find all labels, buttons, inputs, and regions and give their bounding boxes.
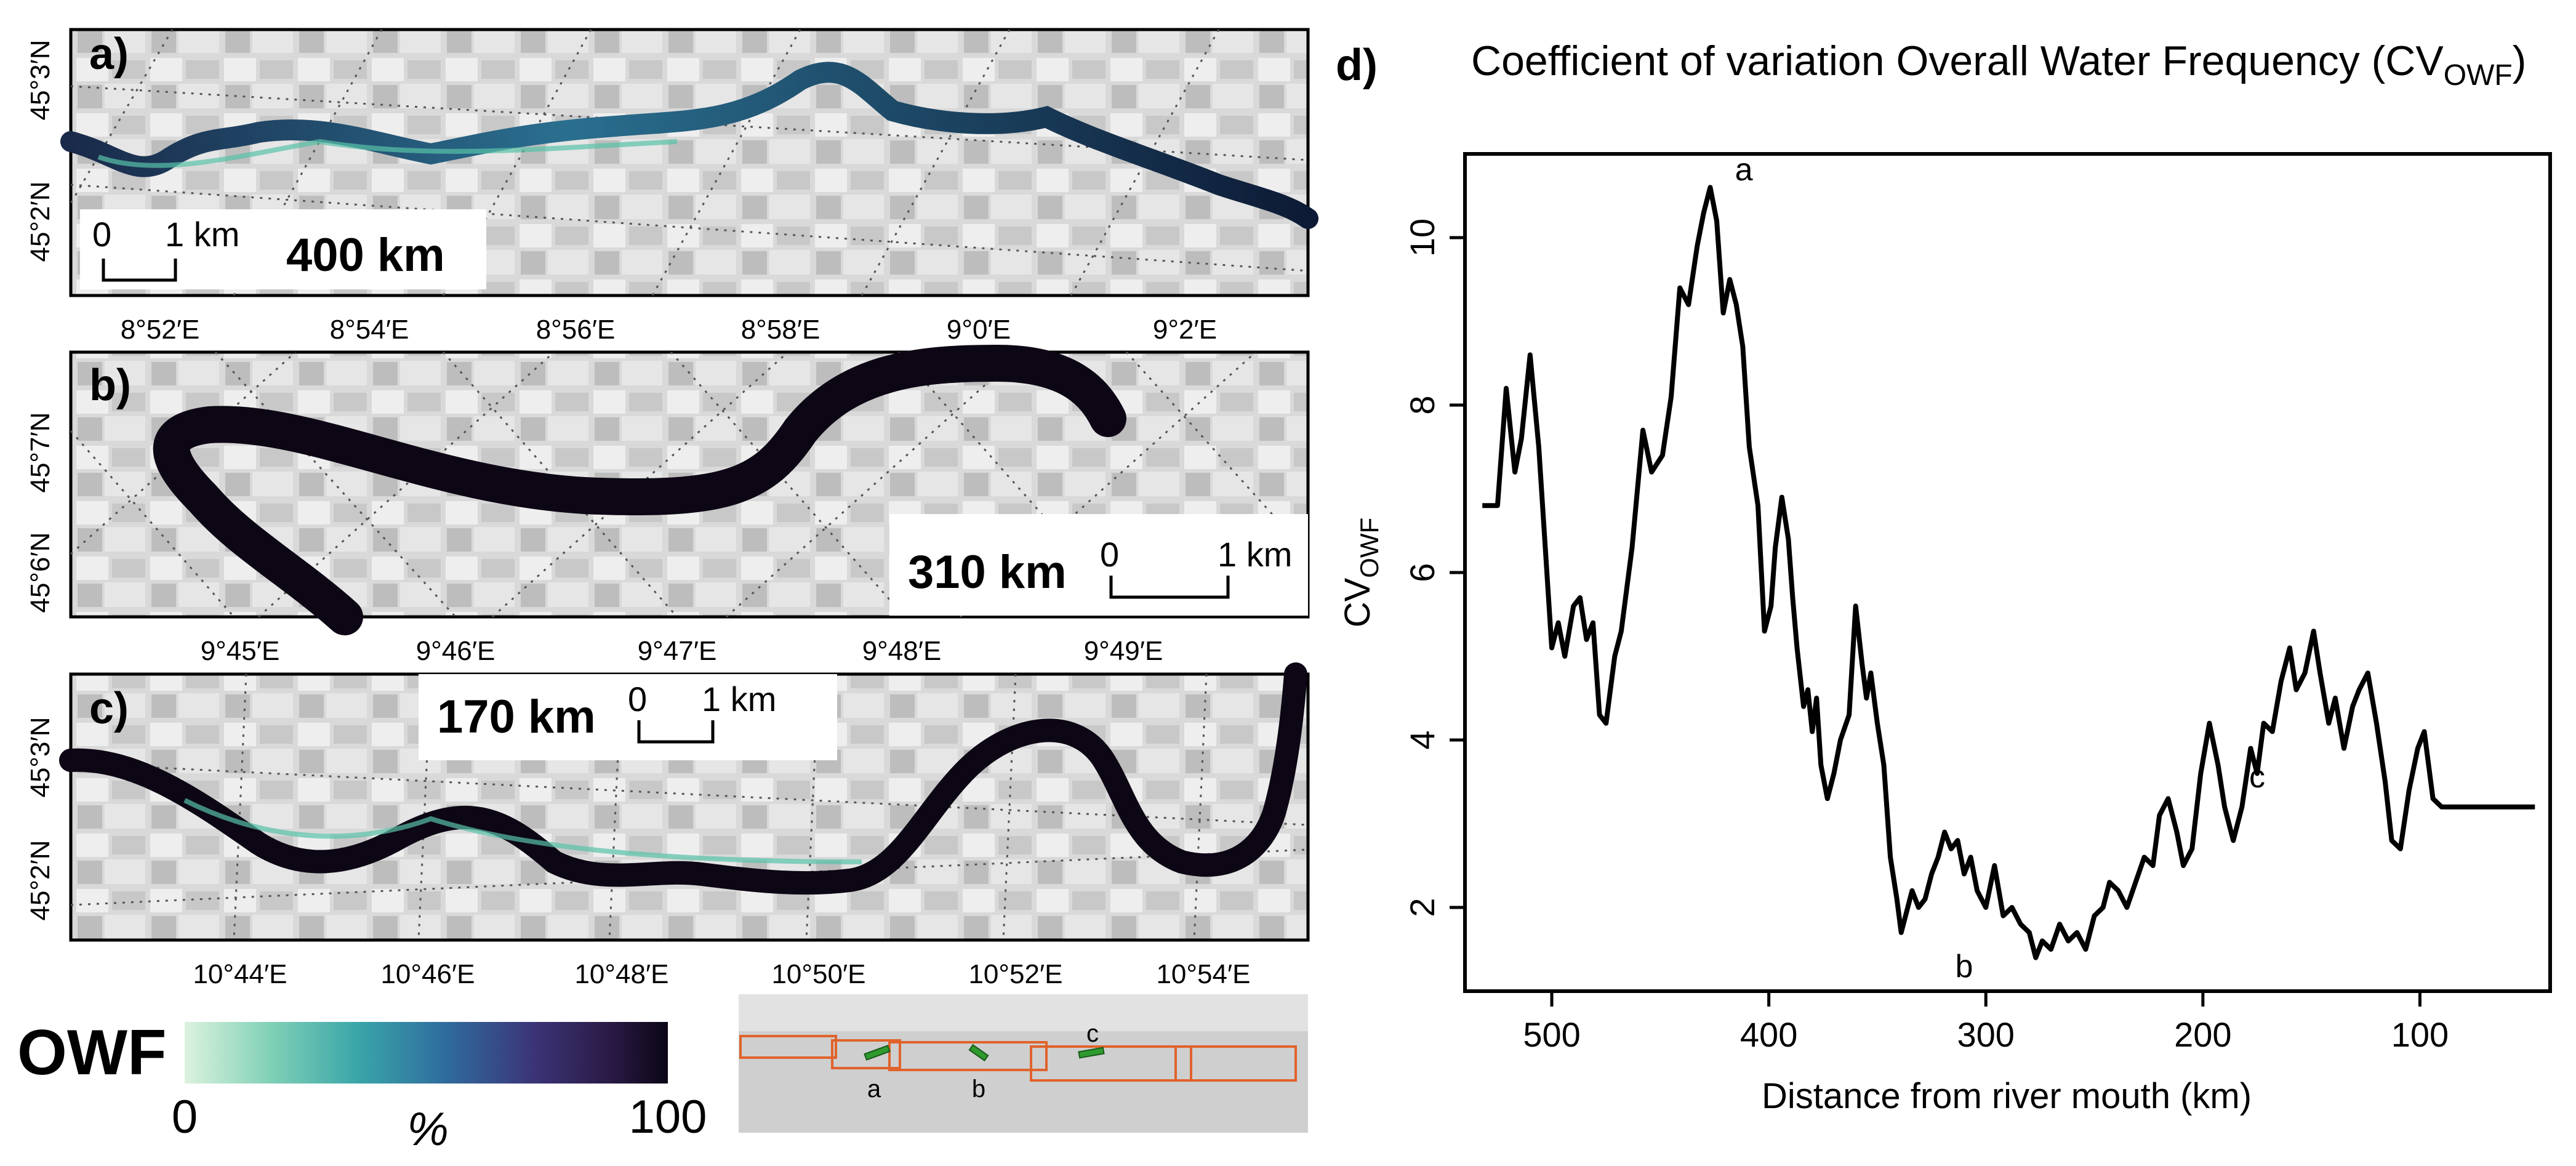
map-b-lon-tick: 9°49′E — [1084, 636, 1163, 666]
map-panel-a: a) 400 km 0 1 km 8°52′E 8°54′E 8°56′E 8°… — [25, 28, 1318, 345]
chart-x-label: Distance from river mouth (km) — [1762, 1076, 2252, 1116]
map-a-lon-tick: 9°0′E — [947, 315, 1011, 345]
map-b-lon-tick: 9°46′E — [416, 636, 496, 666]
x-tick-label: 300 — [1957, 1015, 2015, 1054]
map-a-label-box — [80, 209, 486, 289]
overview-label-a: a — [867, 1076, 881, 1103]
y-tick-label: 2 — [1403, 898, 1442, 917]
map-a-river-margin — [97, 139, 678, 168]
chart-title-sub: OWF — [2444, 59, 2513, 92]
x-tick-label: 400 — [1740, 1015, 1797, 1054]
map-a-lon-tick: 8°56′E — [536, 315, 616, 345]
map-c-label-box — [419, 674, 837, 760]
chart-panel-letter: d) — [1336, 41, 1378, 90]
map-a-lon-tick: 9°2′E — [1153, 315, 1217, 345]
chart-y-axis: 2 4 6 8 10 — [1403, 219, 1465, 917]
chart-y-label-main: CV — [1338, 577, 1378, 627]
map-c-scale-one: 1 km — [702, 680, 776, 718]
chart-x-axis: 500 400 300 200 100 — [1523, 991, 2449, 1054]
overview-box — [1030, 1045, 1192, 1082]
x-tick-label: 500 — [1523, 1015, 1580, 1054]
overview-box — [739, 1035, 837, 1059]
overview-marker-c — [1078, 1047, 1105, 1059]
x-tick-label: 200 — [2174, 1015, 2231, 1054]
map-a-lon-tick: 8°54′E — [330, 315, 409, 345]
overview-boxes — [739, 1035, 1297, 1082]
annotation-a: a — [1735, 152, 1753, 188]
overview-band — [739, 994, 1308, 1031]
overview-box — [1174, 1045, 1297, 1082]
overview-map: a b c — [739, 994, 1308, 1133]
map-a-lon-tick: 8°58′E — [741, 315, 821, 345]
map-c-lon-tick: 10°52′E — [968, 959, 1062, 989]
chart-y-label: CVOWF — [1338, 518, 1384, 628]
x-tick-label: 100 — [2391, 1015, 2449, 1054]
legend-title: OWF — [17, 1017, 167, 1088]
map-panel-c: c) 170 km 0 1 km 10°44′E 10°46′E 10°48′E… — [25, 662, 1310, 989]
map-a-distance-label: 400 km — [286, 229, 445, 281]
legend-max-label: 100 — [629, 1091, 707, 1143]
y-tick-label: 6 — [1403, 563, 1442, 582]
map-c-lon-tick: 10°54′E — [1156, 959, 1250, 989]
chart-annotations: a b c — [1735, 152, 2265, 984]
map-b-scale-zero: 0 — [1100, 535, 1119, 574]
overview-box — [888, 1041, 1048, 1071]
map-c-lat-tick: 45°3′N — [25, 717, 55, 797]
chart-title-main: Coefficient of variation Overall Water F… — [1471, 38, 2444, 84]
map-a-scale-zero: 0 — [92, 215, 111, 254]
map-c-scale-zero: 0 — [628, 680, 647, 718]
map-c-lon-tick: 10°48′E — [574, 959, 668, 989]
overview-marker-a — [864, 1045, 891, 1061]
map-a-scalebar — [102, 259, 177, 282]
annotation-b: b — [1956, 949, 1973, 984]
map-c-river — [59, 662, 1307, 895]
y-tick-label: 8 — [1403, 395, 1442, 414]
y-tick-label: 10 — [1403, 219, 1442, 257]
map-b-lon-tick: 9°45′E — [201, 636, 280, 666]
cv-owf-series-line — [1482, 185, 2535, 960]
overview-label-b: b — [972, 1076, 985, 1103]
map-b-river — [153, 344, 1126, 635]
map-b-distance-label: 310 km — [908, 546, 1067, 598]
legend-colorbar — [185, 1022, 668, 1084]
map-a-scale-one: 1 km — [165, 215, 239, 254]
map-c-lon-tick: 10°46′E — [380, 959, 475, 989]
chart-title-end: ) — [2513, 38, 2527, 84]
y-tick-label: 4 — [1403, 730, 1442, 749]
map-c-lon-tick: 10°44′E — [193, 959, 287, 989]
map-c-letter: c) — [89, 684, 129, 733]
map-c-lat-tick: 45°2′N — [25, 840, 55, 920]
map-b-scale-one: 1 km — [1218, 535, 1292, 574]
overview-label-c: c — [1086, 1020, 1099, 1047]
map-b-lat-tick: 45°6′N — [25, 532, 55, 613]
map-c-scalebar — [637, 720, 715, 744]
map-a-lat-tick: 45°3′N — [25, 39, 55, 120]
annotation-c: c — [2249, 759, 2265, 795]
map-panel-b: b) 310 km 0 1 km 9°45′E 9°46′E 9°47′E 9°… — [25, 344, 1310, 666]
map-a-lat-tick: 45°2′N — [25, 181, 55, 262]
chart-title: Coefficient of variation Overall Water F… — [1471, 38, 2526, 92]
map-b-scalebar — [1109, 576, 1230, 599]
overview-box — [831, 1039, 901, 1069]
owf-legend: OWF 0 % 100 — [17, 1017, 707, 1156]
map-c-river-margin — [183, 798, 862, 864]
map-b-label-box — [889, 514, 1308, 616]
map-a-river — [60, 62, 1318, 229]
cv-owf-chart: d) Coefficient of variation Overall Wate… — [1336, 38, 2552, 1116]
chart-y-label-sub: OWF — [1355, 518, 1384, 578]
map-c-lon-tick: 10°50′E — [771, 959, 865, 989]
legend-min-label: 0 — [172, 1091, 198, 1143]
map-c-distance-label: 170 km — [437, 691, 596, 743]
map-b-lat-tick: 45°7′N — [25, 412, 55, 493]
map-a-letter: a) — [89, 30, 129, 79]
overview-marker-b — [968, 1043, 989, 1062]
overview-markers — [864, 1043, 1105, 1062]
map-b-lon-tick: 9°48′E — [862, 636, 942, 666]
map-b-lon-tick: 9°47′E — [638, 636, 717, 666]
map-b-letter: b) — [89, 361, 131, 410]
legend-unit-label: % — [407, 1103, 449, 1156]
map-a-lon-tick: 8°52′E — [121, 315, 200, 345]
